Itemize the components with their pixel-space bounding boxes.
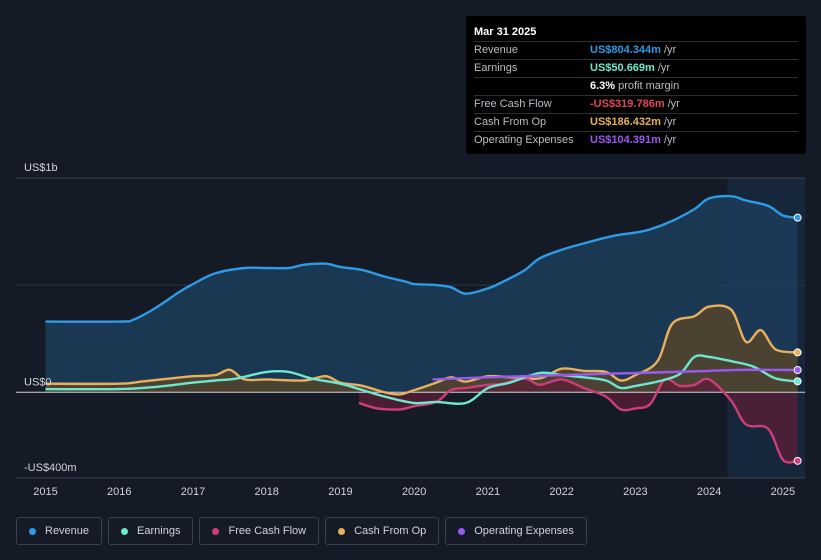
legend-dot-icon bbox=[29, 527, 36, 535]
tooltip-unit: /yr bbox=[663, 134, 677, 146]
tooltip-unit: /yr bbox=[667, 98, 680, 110]
tooltip-label: Earnings bbox=[474, 62, 518, 74]
legend-dot-icon bbox=[121, 527, 129, 535]
line-revenue bbox=[45, 194, 798, 323]
x-axis-labels: 2015 2016 2017 2018 2019 2020 2021 2022 2023 2024… bbox=[33, 486, 795, 498]
tooltip-row-revenue: Revenue US$804.344m /yr bbox=[474, 41, 798, 59]
series-areas bbox=[45, 196, 798, 463]
legend-dot-icon bbox=[212, 527, 220, 535]
tooltip-value: US$804.344m bbox=[590, 44, 661, 56]
tooltip-value: US$50.669m bbox=[590, 62, 655, 74]
tooltip-label: Cash From Op bbox=[474, 116, 547, 128]
area-revenue bbox=[45, 196, 798, 393]
x-tick-label: 2025 bbox=[771, 486, 795, 498]
legend-label: Revenue bbox=[45, 525, 90, 537]
legend-label: Cash From Op bbox=[354, 525, 427, 537]
chart-legend: Revenue Earnings Free Cash Flow Cash Fro… bbox=[16, 517, 587, 545]
tooltip-panel: Mar 31 2025 Revenue US$804.344m /yr Earn… bbox=[466, 16, 806, 154]
legend-dot-icon bbox=[458, 527, 466, 535]
tooltip-value: US$104.391m bbox=[590, 134, 661, 146]
x-tick-label: 2015 bbox=[33, 486, 57, 498]
legend-item-cash-from-op[interactable]: Cash From Op bbox=[325, 517, 440, 545]
y-tick-label: US$1b bbox=[24, 162, 58, 174]
y-tick-label: -US$400m bbox=[24, 462, 77, 474]
y-axis-labels: US$1b US$0 -US$400m bbox=[24, 162, 77, 474]
x-tick-label: 2024 bbox=[697, 486, 721, 498]
line-operating-expenses bbox=[432, 368, 798, 381]
tooltip-value: 6.3% bbox=[590, 80, 616, 92]
endpoint-operating-expenses bbox=[793, 366, 802, 374]
tooltip-unit: /yr bbox=[657, 62, 671, 74]
tooltip-row-operating-expenses: Operating Expenses US$104.391m /yr bbox=[474, 131, 798, 149]
endpoint-free-cash-flow bbox=[793, 456, 802, 465]
endpoint-earnings bbox=[793, 377, 802, 386]
y-tick-label: US$0 bbox=[24, 376, 52, 388]
tooltip-label bbox=[474, 78, 590, 95]
x-tick-label: 2019 bbox=[328, 486, 352, 498]
tooltip-label: Free Cash Flow bbox=[474, 98, 552, 110]
tooltip-value: US$186.432m bbox=[590, 116, 661, 128]
legend-label: Operating Expenses bbox=[474, 525, 574, 537]
x-tick-label: 2016 bbox=[107, 486, 131, 498]
x-tick-label: 2020 bbox=[402, 486, 426, 498]
x-tick-label: 2018 bbox=[254, 486, 278, 498]
legend-item-operating-expenses[interactable]: Operating Expenses bbox=[445, 517, 587, 545]
tooltip-value: -US$319.786m bbox=[590, 98, 665, 110]
endpoint-revenue bbox=[793, 213, 802, 222]
legend-label: Earnings bbox=[137, 525, 181, 537]
legend-item-revenue[interactable]: Revenue bbox=[16, 517, 103, 545]
tooltip-unit: /yr bbox=[663, 44, 677, 56]
tooltip-unit: profit margin bbox=[618, 80, 680, 92]
tooltip-row-cash-from-op: Cash From Op US$186.432m /yr bbox=[474, 113, 798, 131]
legend-label: Free Cash Flow bbox=[228, 525, 307, 537]
tooltip-date: Mar 31 2025 bbox=[474, 26, 537, 38]
x-tick-label: 2017 bbox=[181, 486, 205, 498]
x-tick-label: 2022 bbox=[549, 486, 573, 498]
endpoint-cash-from-op bbox=[793, 348, 802, 357]
tooltip-row-earnings: Earnings US$50.669m /yr bbox=[474, 59, 798, 77]
x-tick-label: 2023 bbox=[623, 486, 647, 498]
legend-item-earnings[interactable]: Earnings bbox=[108, 517, 194, 545]
x-tick-label: 2021 bbox=[476, 486, 500, 498]
tooltip-label: Revenue bbox=[474, 44, 519, 56]
line-earnings bbox=[45, 354, 798, 405]
tooltip-row-profit-margin: 6.3% profit margin bbox=[474, 77, 798, 95]
series-lines bbox=[45, 194, 802, 465]
legend-item-free-cash-flow[interactable]: Free Cash Flow bbox=[199, 517, 320, 545]
tooltip-row-free-cash-flow: Free Cash Flow -US$319.786m /yr bbox=[474, 95, 798, 113]
tooltip-label: Operating Expenses bbox=[474, 134, 574, 146]
legend-dot-icon bbox=[338, 527, 346, 535]
tooltip-unit: /yr bbox=[663, 116, 677, 128]
